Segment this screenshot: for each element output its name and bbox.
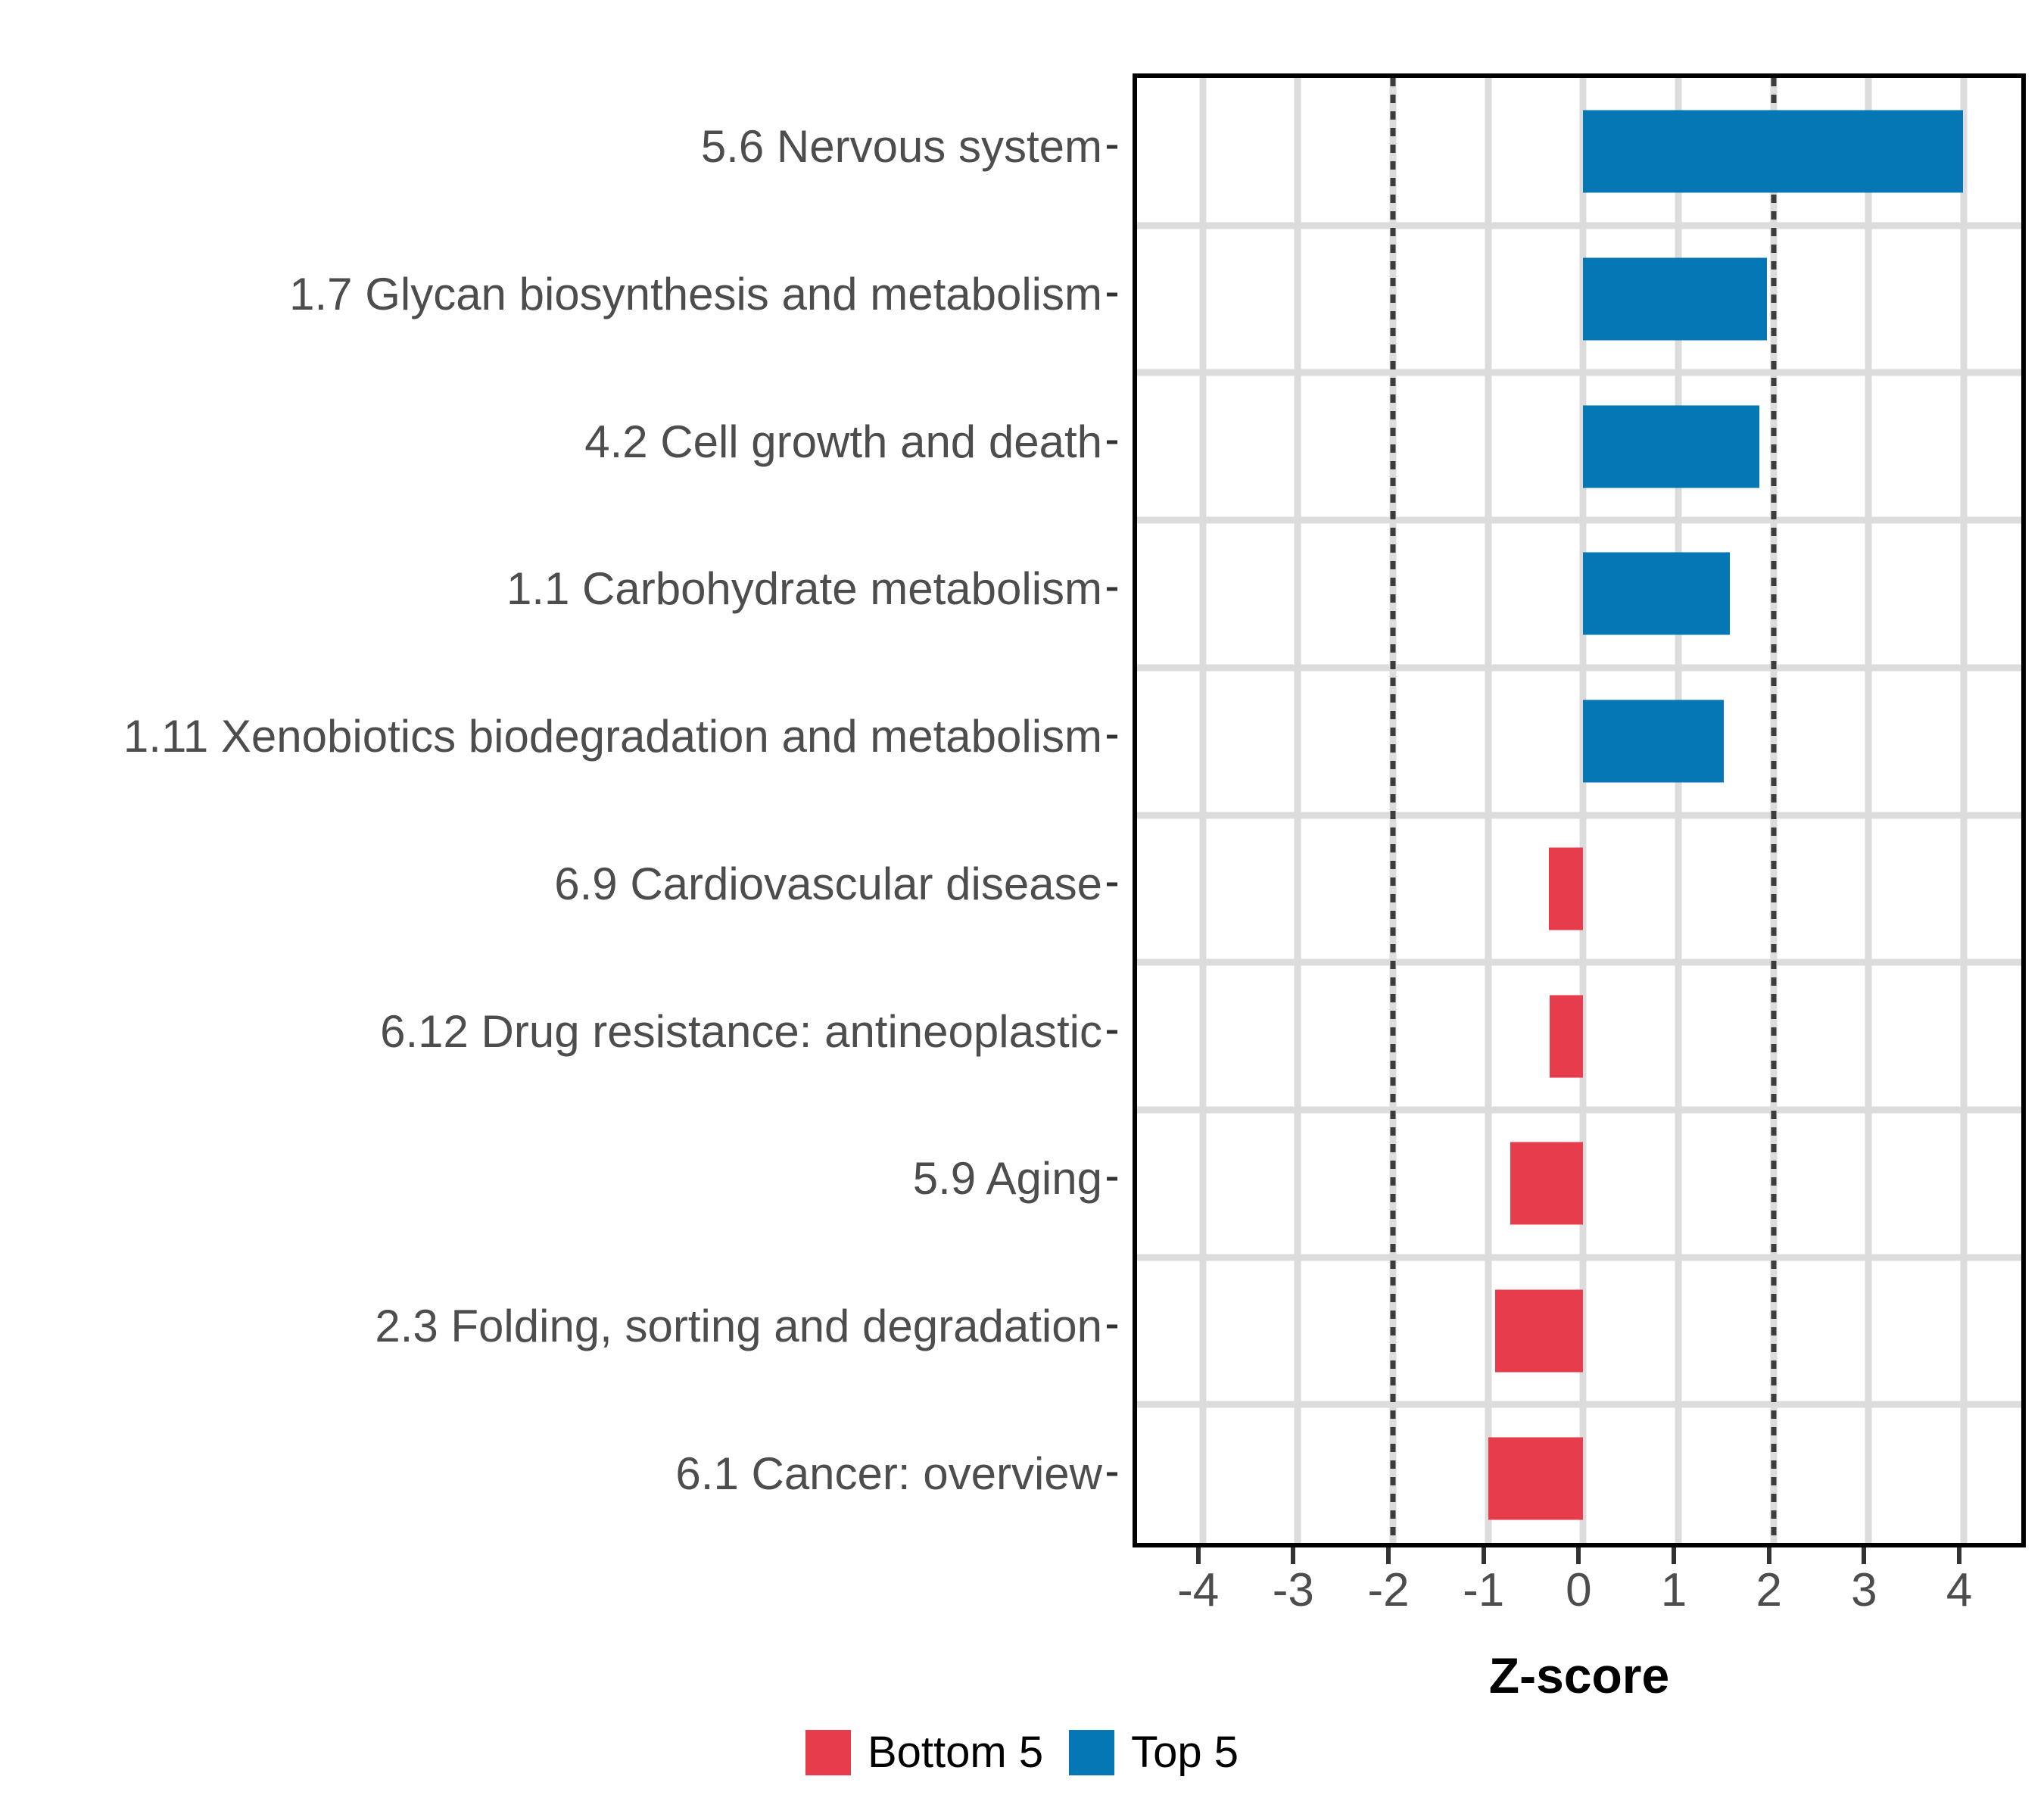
x-axis-tick-label: -1 bbox=[1463, 1564, 1505, 1616]
vertical-gridline bbox=[1579, 78, 1587, 1543]
x-axis-title: Z-score bbox=[1488, 1647, 1670, 1703]
vertical-gridline bbox=[1485, 78, 1492, 1543]
bar[interactable] bbox=[1549, 847, 1584, 930]
x-axis: -4 -3 -2 -1 0 1 2 3 4 bbox=[1133, 1547, 2026, 1614]
bar[interactable] bbox=[1583, 405, 1759, 488]
chart-legend: Bottom 5 Top 5 bbox=[0, 1730, 2044, 1775]
legend-item[interactable]: Bottom 5 bbox=[805, 1730, 1043, 1775]
x-axis-tick-mark bbox=[1576, 1547, 1581, 1564]
y-axis-tick-label: 2.3 Folding, sorting and degradation bbox=[375, 1300, 1102, 1351]
y-axis-tick-mark bbox=[1107, 1177, 1117, 1181]
horizontal-gridline bbox=[1137, 516, 2021, 524]
y-axis-tick-label: 1.11 Xenobiotics biodegradation and meta… bbox=[123, 711, 1102, 762]
bar[interactable] bbox=[1583, 552, 1730, 635]
x-axis-tick-mark bbox=[1766, 1547, 1771, 1564]
bar[interactable] bbox=[1583, 700, 1725, 783]
legend-label: Bottom 5 bbox=[867, 1728, 1044, 1777]
horizontal-gridline bbox=[1137, 222, 2021, 229]
x-axis-tick-mark bbox=[1386, 1547, 1391, 1564]
x-axis-tick-label: -2 bbox=[1367, 1564, 1410, 1616]
horizontal-gridline bbox=[1137, 812, 2021, 818]
bar[interactable] bbox=[1488, 1437, 1584, 1520]
vertical-gridline bbox=[1865, 78, 1872, 1543]
y-axis-tick-mark bbox=[1107, 440, 1117, 444]
y-axis-tick-mark bbox=[1107, 1324, 1117, 1329]
y-axis-tick-mark bbox=[1107, 882, 1117, 887]
y-axis-tick-mark bbox=[1107, 734, 1117, 739]
horizontal-gridline bbox=[1137, 1254, 2021, 1261]
y-axis-tick-mark bbox=[1107, 145, 1117, 149]
x-axis-tick-label: 1 bbox=[1660, 1564, 1687, 1616]
horizontal-gridline bbox=[1137, 1106, 2021, 1114]
horizontal-gridline bbox=[1137, 369, 2021, 376]
bar[interactable] bbox=[1550, 995, 1584, 1078]
legend-swatch-icon bbox=[1069, 1730, 1115, 1775]
horizontal-gridline bbox=[1137, 664, 2021, 672]
y-axis-tick-label: 4.2 Cell growth and death bbox=[584, 416, 1102, 467]
bar[interactable] bbox=[1583, 110, 1963, 193]
vertical-gridline bbox=[1675, 78, 1682, 1543]
legend-item[interactable]: Top 5 bbox=[1069, 1730, 1239, 1775]
y-axis-tick-label: 5.9 Aging bbox=[912, 1153, 1102, 1205]
x-axis-tick-label: 3 bbox=[1851, 1564, 1877, 1616]
x-axis-tick-label: 4 bbox=[1946, 1564, 1973, 1616]
plot-area bbox=[1137, 78, 2021, 1543]
plot-panel bbox=[1133, 73, 2026, 1547]
x-axis-tick-mark bbox=[1862, 1547, 1867, 1564]
reference-line bbox=[1771, 78, 1777, 1543]
y-axis-tick-label: 6.9 Cardiovascular disease bbox=[554, 858, 1102, 909]
x-axis-tick-label: 2 bbox=[1756, 1564, 1782, 1616]
y-axis-tick-label: 1.1 Carbohydrate metabolism bbox=[506, 563, 1102, 615]
bar[interactable] bbox=[1583, 257, 1767, 341]
horizontal-gridline bbox=[1137, 1401, 2021, 1408]
y-axis-tick-label: 6.12 Drug resistance: antineoplastic bbox=[380, 1005, 1102, 1057]
x-axis-tick-mark bbox=[1291, 1547, 1296, 1564]
y-axis-tick-label: 6.1 Cancer: overview bbox=[675, 1448, 1102, 1499]
bar[interactable] bbox=[1510, 1142, 1584, 1225]
horizontal-gridline bbox=[1137, 958, 2021, 966]
x-axis-tick-mark bbox=[1481, 1547, 1486, 1564]
y-axis-tick-label: 1.7 Glycan biosynthesis and metabolism bbox=[289, 269, 1102, 320]
y-axis-tick-mark bbox=[1107, 292, 1117, 297]
vertical-gridline bbox=[1199, 78, 1207, 1543]
y-axis-labels: 5.6 Nervous system 1.7 Glycan biosynthesi… bbox=[0, 73, 1117, 1547]
x-axis-tick-mark bbox=[1672, 1547, 1677, 1564]
legend-swatch-icon bbox=[805, 1730, 851, 1775]
legend-label: Top 5 bbox=[1131, 1728, 1239, 1777]
x-axis-tick-label: -3 bbox=[1272, 1564, 1314, 1616]
bar[interactable] bbox=[1494, 1289, 1584, 1373]
vertical-gridline bbox=[1960, 78, 1968, 1543]
y-axis-tick-mark bbox=[1107, 1030, 1117, 1034]
x-axis-tick-label: -4 bbox=[1177, 1564, 1220, 1616]
y-axis-tick-mark bbox=[1107, 587, 1117, 591]
y-axis-tick-label: 5.6 Nervous system bbox=[700, 121, 1102, 173]
x-axis-tick-mark bbox=[1957, 1547, 1962, 1564]
x-axis-tick-mark bbox=[1195, 1547, 1201, 1564]
y-axis-tick-mark bbox=[1107, 1472, 1117, 1476]
reference-line bbox=[1390, 78, 1396, 1543]
x-axis-tick-label: 0 bbox=[1566, 1564, 1592, 1616]
vertical-gridline bbox=[1294, 78, 1301, 1543]
